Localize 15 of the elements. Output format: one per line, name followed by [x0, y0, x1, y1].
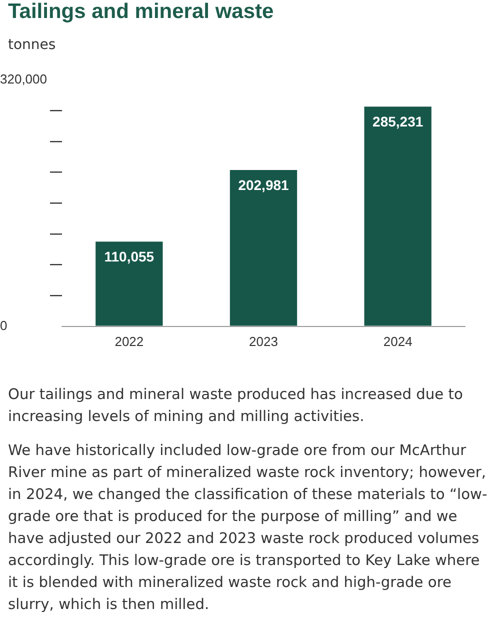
data-label: 110,055	[104, 248, 154, 264]
x-tick-label: 2024	[383, 334, 412, 349]
text: We have historically included low-grade ore from our McArthur River mine as part of mineralized waste rock inventory; however, in 2024, we changed the classification of these materials to “low-grade ore that is produced for the purpose of milling” and we have adjusted our 2022 and 2023 waste rock produced volumes accordingly. This low-grade ore is transported to Key Lake where it is blended with mineralized waste rock and high-grade ore slurry, which is then milled.	[8, 441, 488, 615]
text: Our tailings and mineral waste produced has increased due to increasing levels of mining and milling activities.	[8, 385, 464, 427]
bar	[364, 106, 432, 326]
chart-title: Tailings and mineral waste	[8, 0, 274, 24]
x-tick-label: 2022	[114, 334, 144, 349]
x-tick-label: 2023	[249, 334, 278, 349]
y-tick-label: 320,000	[0, 71, 47, 86]
data-label: 202,981	[238, 176, 290, 193]
y-axis-title: tonnes	[8, 37, 56, 53]
bar	[96, 242, 163, 326]
y-tick-label: 0	[0, 318, 8, 333]
data-label: 285,231	[372, 113, 424, 130]
bar	[230, 170, 298, 326]
